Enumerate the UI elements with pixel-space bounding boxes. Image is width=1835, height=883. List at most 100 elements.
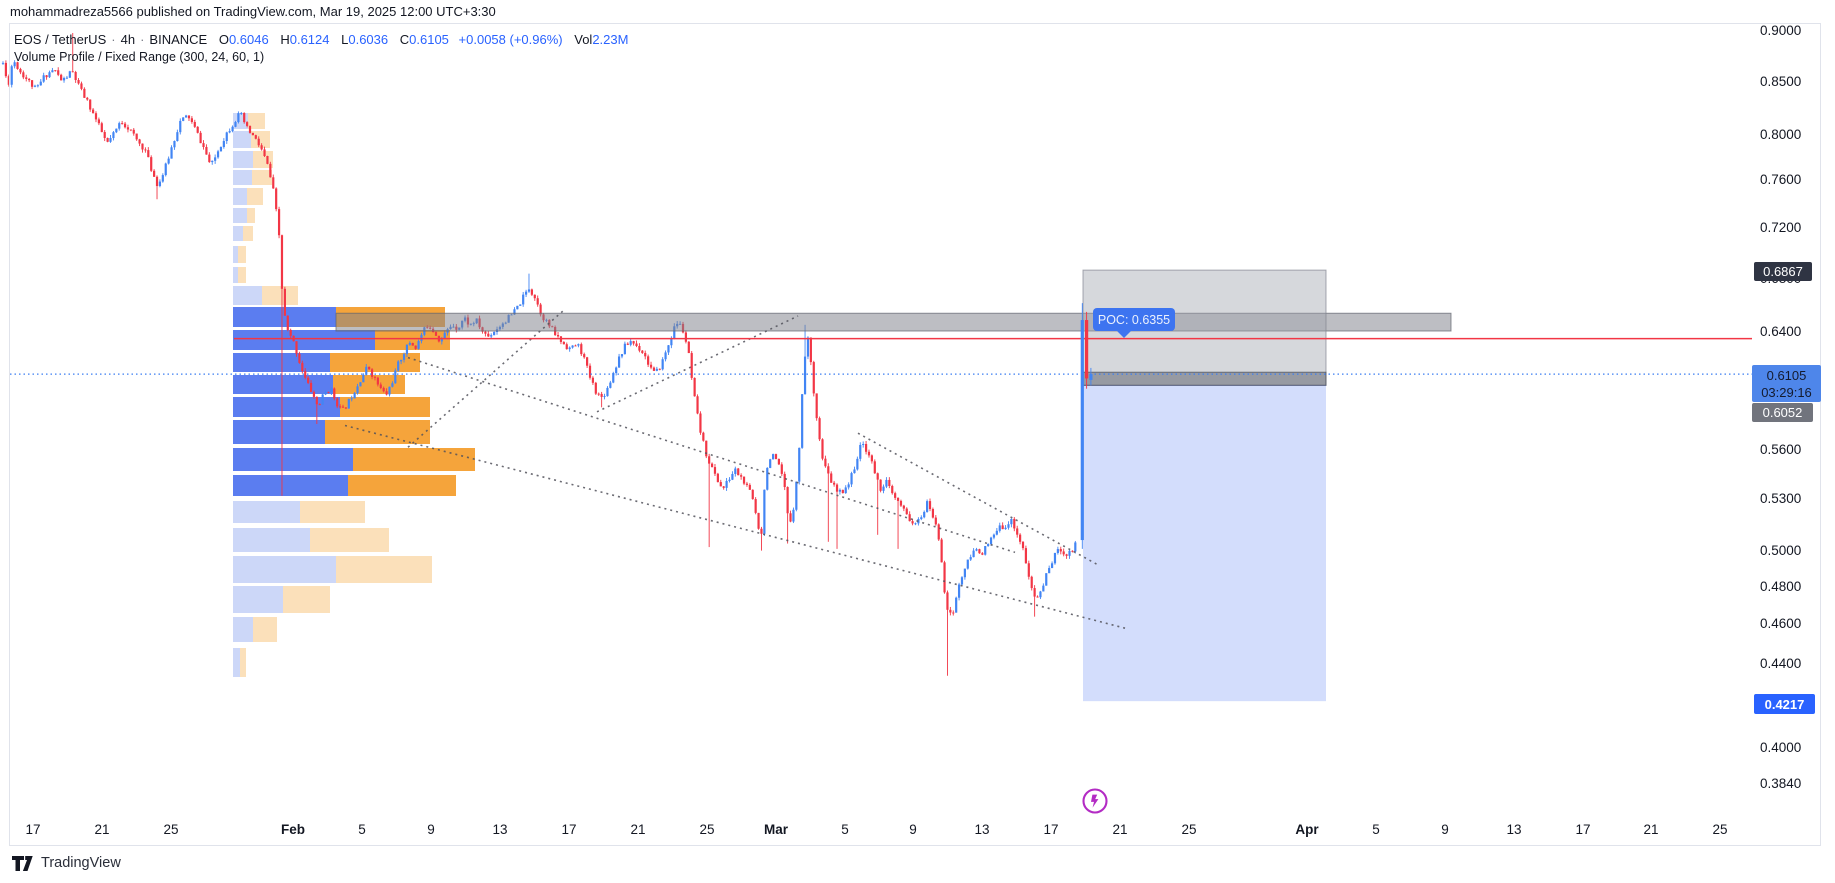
target-price-badge: 0.4217 bbox=[1754, 694, 1815, 714]
price-axis-label: 0.4400 bbox=[1760, 655, 1802, 671]
time-axis-label: Mar bbox=[763, 822, 789, 837]
volume-profile-row bbox=[233, 246, 238, 263]
volume-profile-row bbox=[240, 648, 246, 677]
time-axis-label: 25 bbox=[1181, 822, 1197, 837]
volume-profile-row bbox=[233, 648, 240, 677]
trendline bbox=[344, 424, 1126, 629]
attribution-text: mohammadreza5566 published on TradingVie… bbox=[10, 4, 496, 19]
price-axis-label: 0.4800 bbox=[1760, 578, 1802, 594]
volume-profile-row bbox=[233, 617, 253, 642]
legend: EOS / TetherUS · 4h · BINANCE O0.6046 H0.612… bbox=[14, 31, 628, 66]
low-value: 0.6036 bbox=[348, 32, 389, 47]
volume-profile-row bbox=[233, 208, 247, 223]
target-zone-box bbox=[1083, 385, 1326, 702]
volume-profile-row bbox=[375, 330, 450, 350]
high-value: 0.6124 bbox=[289, 32, 330, 47]
separator-dot: · bbox=[140, 32, 145, 47]
time-axis-label: 9 bbox=[427, 822, 435, 837]
time-axis-label: 25 bbox=[699, 822, 715, 837]
poc-arrow-icon bbox=[1117, 331, 1131, 338]
volume-profile-row bbox=[336, 556, 432, 583]
tradingview-logo-icon[interactable] bbox=[12, 855, 34, 871]
footer: TradingView bbox=[12, 855, 121, 871]
time-axis-label: 5 bbox=[841, 822, 849, 837]
time-axis-label: Feb bbox=[280, 822, 306, 837]
volume-profile-row bbox=[238, 267, 246, 283]
volume-profile-row bbox=[233, 330, 375, 350]
idea-marker-icon[interactable] bbox=[1082, 788, 1108, 814]
time-axis-label: 17 bbox=[1575, 822, 1591, 837]
time-axis-label: 9 bbox=[1441, 822, 1449, 837]
volume-profile-row bbox=[233, 420, 325, 444]
price-axis-label: 0.3840 bbox=[1760, 775, 1802, 791]
volume-profile-row bbox=[247, 188, 263, 205]
volume-value: 2.23M bbox=[592, 32, 629, 47]
time-axis-label: 13 bbox=[492, 822, 508, 837]
volume-profile-row bbox=[233, 151, 253, 168]
price-axis-label: 0.7600 bbox=[1760, 172, 1802, 188]
volume-profile-row bbox=[233, 307, 336, 327]
exchange-label[interactable]: BINANCE bbox=[149, 32, 208, 47]
volume-profile-row bbox=[233, 226, 243, 241]
price-axis-label: 0.4600 bbox=[1760, 616, 1802, 632]
time-axis-label: 13 bbox=[1506, 822, 1522, 837]
volume-profile-row bbox=[325, 420, 430, 444]
volume-profile-row bbox=[233, 586, 283, 613]
price-axis-label: 0.5000 bbox=[1760, 542, 1802, 558]
indicator-label[interactable]: Volume Profile / Fixed Range (300, 24, 6… bbox=[14, 50, 265, 64]
poc-label: POC: 0.6355 bbox=[1093, 308, 1175, 338]
trendline bbox=[857, 432, 1099, 566]
time-axis-label: 9 bbox=[909, 822, 917, 837]
current-price-badge: 0.6105 03:29:16 bbox=[1752, 365, 1821, 402]
volume-profile-row bbox=[233, 528, 310, 552]
volume-profile-row bbox=[233, 267, 238, 283]
volume-profile-row bbox=[233, 286, 262, 305]
time-axis-label: 17 bbox=[561, 822, 577, 837]
symbol-name[interactable]: EOS / TetherUS bbox=[14, 32, 107, 47]
legend-row-symbol: EOS / TetherUS · 4h · BINANCE O0.6046 H0.612… bbox=[14, 31, 628, 48]
poc-text: POC: 0.6355 bbox=[1097, 312, 1171, 327]
volume-profile-row bbox=[233, 170, 252, 185]
candle-series bbox=[1, 32, 1077, 676]
recent-candles bbox=[1080, 303, 1093, 549]
price-axis-label: 0.8500 bbox=[1760, 73, 1802, 89]
volume-profile-row bbox=[233, 375, 333, 394]
volume-label: Vol bbox=[574, 32, 593, 47]
price-axis-label: 0.4000 bbox=[1760, 739, 1802, 755]
price-axis-label: 0.8000 bbox=[1760, 127, 1802, 143]
volume-profile-row bbox=[233, 556, 336, 583]
time-axis-label: 21 bbox=[1643, 822, 1659, 837]
trendlines bbox=[344, 308, 1126, 629]
time-axis-label: Apr bbox=[1295, 822, 1319, 837]
volume-profile-row bbox=[233, 397, 340, 417]
stop-price-badge: 0.6867 bbox=[1754, 262, 1812, 281]
time-axis-label: 17 bbox=[25, 822, 41, 837]
volume-profile-row bbox=[233, 353, 330, 372]
time-axis-label: 25 bbox=[1712, 822, 1728, 837]
time-axis-label: 21 bbox=[630, 822, 646, 837]
trendline bbox=[407, 356, 1016, 554]
time-axis-label: 21 bbox=[94, 822, 110, 837]
time-axis-label: 25 bbox=[163, 822, 179, 837]
volume-profile-row bbox=[233, 501, 300, 523]
price-axis-label: 0.6400 bbox=[1760, 324, 1802, 340]
close-value: 0.6105 bbox=[409, 32, 449, 47]
open-label: O bbox=[218, 32, 229, 47]
volume-profile-row bbox=[348, 475, 456, 496]
volume-profile-row bbox=[300, 501, 365, 523]
open-value: 0.6046 bbox=[228, 32, 269, 47]
volume-profile-row bbox=[340, 397, 430, 417]
volume-profile-row bbox=[252, 170, 272, 185]
price-axis-label: 0.5300 bbox=[1760, 491, 1802, 507]
separator-dot: · bbox=[111, 32, 116, 47]
high-label: H bbox=[280, 32, 290, 47]
interval-label[interactable]: 4h bbox=[120, 32, 136, 47]
volume-profile-row bbox=[238, 246, 246, 263]
volume-profile-row bbox=[248, 113, 265, 129]
tradingview-logo-text[interactable]: TradingView bbox=[41, 855, 121, 871]
volume-profile-row bbox=[243, 226, 253, 241]
volume-profile-row bbox=[253, 617, 277, 642]
volume-profile-row bbox=[247, 208, 255, 223]
